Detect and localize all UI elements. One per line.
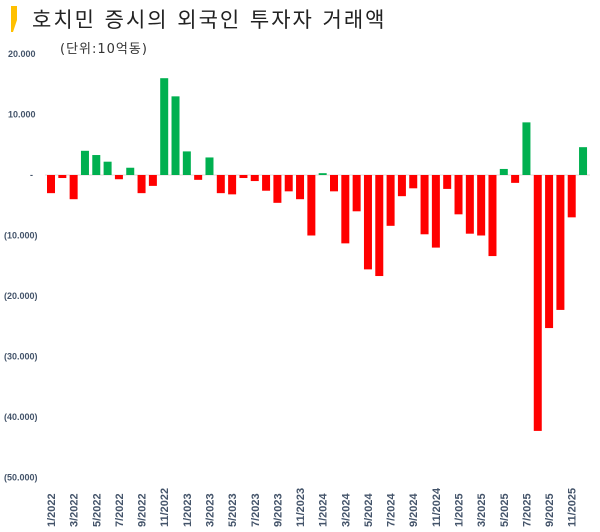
bar-12/2023 — [307, 175, 316, 236]
bar-9/2025 — [545, 175, 554, 329]
bar-10/2024 — [420, 175, 429, 235]
x-tick-label: 11/2024 — [431, 487, 443, 527]
bar-7/2025 — [522, 122, 531, 175]
y-tick-label: 20.000 — [8, 49, 36, 59]
x-tick-label: 7/2022 — [114, 493, 126, 527]
bar-4/2025 — [488, 175, 497, 257]
bar-2/2022 — [58, 175, 67, 179]
x-tick-label: 5/2024 — [363, 492, 375, 527]
bar-8/2024 — [397, 175, 406, 197]
bar-11/2023 — [296, 175, 305, 200]
bar-5/2025 — [499, 168, 508, 175]
y-tick-label: (50.000) — [4, 473, 38, 483]
x-tick-label: 1/2023 — [182, 493, 194, 527]
x-tick-label: 11/2023 — [295, 488, 307, 527]
x-tick-label: 3/2023 — [204, 493, 216, 527]
x-tick-label: 3/2022 — [69, 493, 81, 527]
chart-title: 호치민 증시의 외국인 투자자 거래액 — [32, 8, 387, 32]
x-tick-label: 9/2023 — [272, 493, 284, 527]
bar-10/2022 — [148, 175, 157, 186]
bar-5/2023 — [228, 175, 237, 195]
bar-11/2022 — [160, 78, 169, 175]
x-tick-label: 7/2025 — [521, 493, 533, 527]
bar-1/2022 — [47, 175, 55, 194]
bar-1/2025 — [454, 175, 463, 215]
bar-4/2024 — [352, 175, 361, 212]
bar-10/2025 — [556, 175, 565, 310]
bar-8/2023 — [262, 175, 271, 191]
y-tick-label: (30.000) — [4, 352, 38, 362]
bar-10/2023 — [284, 175, 293, 192]
x-tick-label: 5/2023 — [227, 493, 239, 527]
bar-5/2022 — [92, 155, 101, 175]
x-tick-label: 3/2025 — [476, 493, 488, 527]
bar-7/2024 — [386, 175, 395, 226]
bar-3/2024 — [341, 175, 350, 244]
x-tick-label: 1/2024 — [318, 492, 330, 527]
bar-6/2022 — [103, 161, 112, 175]
bar-8/2022 — [126, 167, 135, 175]
x-tick-label: 1/2022 — [46, 493, 58, 527]
bar-2/2025 — [465, 175, 474, 234]
bar-1/2024 — [318, 173, 327, 175]
x-tick-label: 7/2024 — [386, 492, 398, 527]
x-tick-label: 11/2022 — [159, 488, 171, 527]
bar-8/2025 — [533, 175, 542, 431]
bar-2/2023 — [194, 175, 203, 180]
x-tick-label: 5/2022 — [91, 493, 103, 527]
x-tick-label: 1/2025 — [454, 493, 466, 527]
y-tick-label: 10.000 — [8, 110, 36, 120]
bar-12/2024 — [443, 175, 452, 189]
x-tick-label: 11/2025 — [567, 488, 579, 527]
bar-2/2024 — [330, 175, 338, 192]
bar-7/2023 — [250, 175, 259, 182]
bar-12/2022 — [171, 96, 180, 175]
bar-6/2023 — [239, 175, 248, 179]
y-tick-label: - — [30, 170, 33, 180]
bar-3/2025 — [477, 175, 486, 236]
chart-subtitle: (단위:10억동) — [60, 42, 148, 57]
bar-9/2023 — [273, 175, 282, 203]
bar-3/2022 — [69, 175, 78, 200]
bar-6/2024 — [375, 175, 384, 277]
y-tick-label: (20.000) — [4, 291, 38, 301]
x-tick-label: 5/2025 — [499, 493, 511, 527]
bar-11/2024 — [431, 175, 440, 248]
x-tick-label: 9/2024 — [408, 492, 420, 527]
bar-12/2025 — [579, 147, 588, 175]
y-tick-label: (10.000) — [4, 231, 38, 241]
bar-5/2024 — [363, 175, 372, 270]
bar-4/2022 — [80, 150, 89, 175]
bar-9/2022 — [137, 175, 146, 194]
x-tick-label: 7/2023 — [250, 493, 262, 527]
bar-3/2023 — [205, 157, 214, 175]
bar-6/2025 — [511, 175, 520, 183]
bar-1/2023 — [182, 151, 191, 175]
x-tick-label: 3/2024 — [340, 492, 352, 527]
x-tick-label: 9/2025 — [544, 493, 556, 527]
bar-7/2022 — [114, 175, 123, 180]
x-tick-label: 9/2022 — [137, 493, 149, 527]
title-marker-icon — [11, 6, 17, 32]
y-tick-label: (40.000) — [4, 412, 38, 422]
bar-11/2025 — [567, 175, 576, 218]
bar-4/2023 — [216, 175, 225, 194]
bar-9/2024 — [409, 175, 418, 189]
